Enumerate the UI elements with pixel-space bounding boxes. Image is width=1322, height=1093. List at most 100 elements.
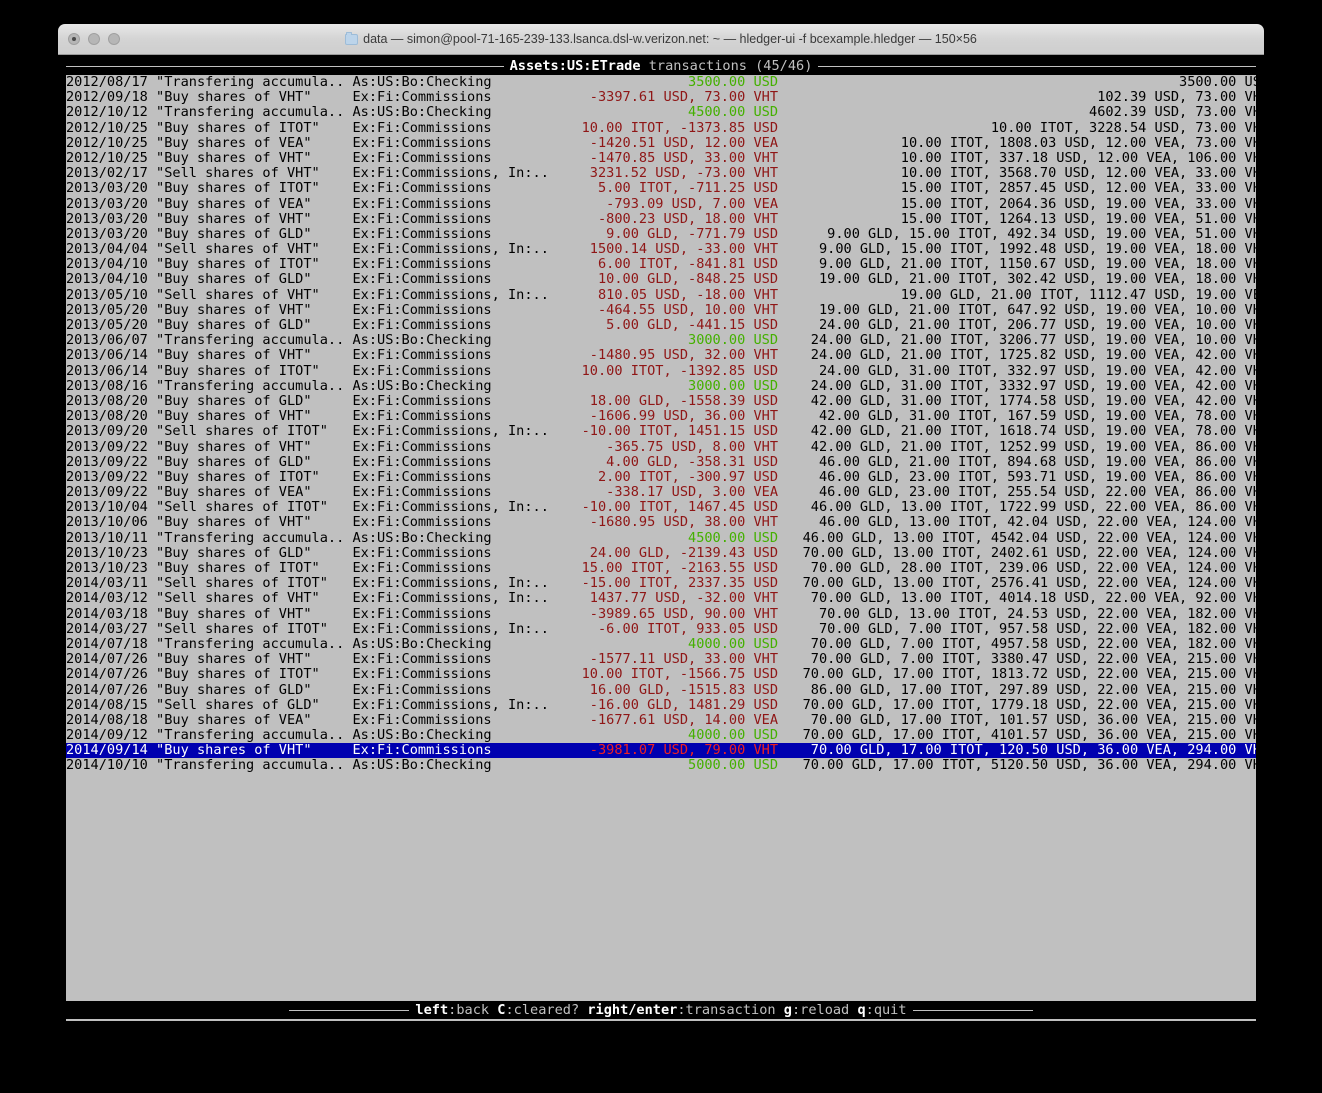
- table-row[interactable]: 2013/02/17 "Sell shares of VHT" Ex:Fi:Co…: [66, 166, 1256, 181]
- table-row[interactable]: 2014/07/26 "Buy shares of ITOT" Ex:Fi:Co…: [66, 667, 1256, 682]
- table-row[interactable]: 2013/06/14 "Buy shares of ITOT" Ex:Fi:Co…: [66, 362, 1256, 379]
- row-account: Ex:Fi:Commissions: [352, 362, 549, 379]
- row-change: -793.09 USD, 7.00 VEA: [548, 195, 779, 212]
- row-date: 2014/03/12: [66, 590, 157, 607]
- status-key[interactable]: right/enter: [587, 1002, 678, 1018]
- row-description: "Buy shares of VEA": [156, 484, 353, 501]
- row-spacer: [778, 439, 786, 455]
- terminal-body[interactable]: Assets:US:ETrade transactions (45/46) 20…: [58, 55, 1264, 1026]
- row-change: -6.00 ITOT, 933.05 USD: [548, 620, 779, 637]
- zoom-button[interactable]: [108, 33, 120, 45]
- row-balance: 42.00 GLD, 21.00 ITOT, 1618.74 USD, 19.0…: [786, 423, 1256, 440]
- row-balance: 24.00 GLD, 31.00 ITOT, 3332.97 USD, 19.0…: [786, 377, 1256, 394]
- row-date: 2014/07/18: [66, 635, 157, 652]
- row-account: Ex:Fi:Commissions: [352, 408, 549, 425]
- window-title-text: data — simon@pool-71-165-239-133.lsanca.…: [363, 32, 977, 46]
- table-row[interactable]: 2012/10/25 "Buy shares of VHT" Ex:Fi:Com…: [66, 150, 1256, 166]
- status-separator: :: [448, 1002, 457, 1018]
- table-row[interactable]: 2013/10/04 "Sell shares of ITOT" Ex:Fi:C…: [66, 500, 1256, 515]
- row-description: "Transfering accumula..: [156, 377, 353, 394]
- row-spacer: [778, 697, 786, 713]
- table-row[interactable]: 2014/08/18 "Buy shares of VEA" Ex:Fi:Com…: [66, 712, 1256, 728]
- minimize-button[interactable]: [88, 33, 100, 45]
- table-row[interactable]: 2012/08/17 "Transfering accumula.. As:US…: [66, 74, 1256, 90]
- table-row[interactable]: 2014/07/18 "Transfering accumula.. As:US…: [66, 635, 1256, 652]
- row-account: Ex:Fi:Commissions, In:..: [352, 241, 549, 258]
- table-row[interactable]: 2013/09/22 "Buy shares of GLD" Ex:Fi:Com…: [66, 454, 1256, 470]
- row-change: -1577.11 USD, 33.00 VHT: [548, 651, 779, 668]
- terminal-window[interactable]: data — simon@pool-71-165-239-133.lsanca.…: [58, 24, 1264, 1026]
- table-row[interactable]: 2013/05/10 "Sell shares of VHT" Ex:Fi:Co…: [66, 286, 1256, 303]
- transactions-list[interactable]: 2012/08/17 "Transfering accumula.. As:US…: [66, 74, 1256, 774]
- row-balance: 70.00 GLD, 28.00 ITOT, 239.06 USD, 22.00…: [786, 560, 1256, 576]
- table-row[interactable]: 2013/04/10 "Buy shares of GLD" Ex:Fi:Com…: [66, 272, 1256, 287]
- row-spacer: [778, 180, 786, 196]
- table-row[interactable]: 2012/09/18 "Buy shares of VHT" Ex:Fi:Com…: [66, 90, 1256, 105]
- table-row[interactable]: 2013/08/16 "Transfering accumula.. As:US…: [66, 377, 1256, 394]
- table-row[interactable]: 2013/10/23 "Buy shares of GLD" Ex:Fi:Com…: [66, 545, 1256, 561]
- table-row[interactable]: 2012/10/25 "Buy shares of ITOT" Ex:Fi:Co…: [66, 119, 1256, 136]
- table-row[interactable]: 2013/09/20 "Sell shares of ITOT" Ex:Fi:C…: [66, 424, 1256, 439]
- row-description: "Buy shares of VHT": [156, 651, 353, 668]
- row-description: "Sell shares of ITOT": [156, 423, 353, 440]
- status-key[interactable]: g: [783, 1002, 792, 1018]
- table-row[interactable]: 2013/03/20 "Buy shares of VEA" Ex:Fi:Com…: [66, 195, 1256, 212]
- row-date: 2013/03/20: [66, 210, 157, 227]
- table-row[interactable]: 2013/04/10 "Buy shares of ITOT" Ex:Fi:Co…: [66, 257, 1256, 272]
- row-balance: 19.00 GLD, 21.00 ITOT, 1112.47 USD, 19.0…: [786, 286, 1256, 303]
- table-row[interactable]: 2013/09/22 "Buy shares of VHT" Ex:Fi:Com…: [66, 439, 1256, 455]
- table-row[interactable]: 2013/08/20 "Buy shares of GLD" Ex:Fi:Com…: [66, 393, 1256, 409]
- status-action: transaction: [685, 1002, 784, 1018]
- row-description: "Buy shares of ITOT": [156, 362, 353, 379]
- table-row[interactable]: 2013/05/20 "Buy shares of VHT" Ex:Fi:Com…: [66, 302, 1256, 318]
- table-row[interactable]: 2014/03/12 "Sell shares of VHT" Ex:Fi:Co…: [66, 591, 1256, 606]
- table-row[interactable]: 2013/10/11 "Transfering accumula.. As:US…: [66, 530, 1256, 546]
- row-description: "Transfering accumula..: [156, 104, 353, 121]
- table-row[interactable]: 2013/06/07 "Transfering accumula.. As:US…: [66, 333, 1256, 348]
- row-account: As:US:Bo:Checking: [352, 757, 549, 774]
- table-row[interactable]: 2014/03/27 "Sell shares of ITOT" Ex:Fi:C…: [66, 620, 1256, 637]
- row-description: "Sell shares of VHT": [156, 286, 353, 303]
- row-spacer: [778, 590, 786, 606]
- status-action: reload: [800, 1002, 858, 1018]
- table-row[interactable]: 2013/03/20 "Buy shares of ITOT" Ex:Fi:Co…: [66, 181, 1256, 196]
- row-balance: 70.00 GLD, 7.00 ITOT, 4957.58 USD, 22.00…: [786, 635, 1256, 652]
- status-key[interactable]: C: [497, 1002, 506, 1018]
- table-row[interactable]: 2013/03/20 "Buy shares of VHT" Ex:Fi:Com…: [66, 210, 1256, 227]
- row-account: Ex:Fi:Commissions: [352, 514, 549, 531]
- table-row[interactable]: 2013/06/14 "Buy shares of VHT" Ex:Fi:Com…: [66, 348, 1256, 363]
- row-balance: 9.00 GLD, 15.00 ITOT, 1992.48 USD, 19.00…: [786, 241, 1256, 258]
- table-row[interactable]: 2014/09/14 "Buy shares of VHT" Ex:Fi:Com…: [66, 743, 1256, 759]
- row-date: 2012/10/25: [66, 134, 157, 151]
- table-row[interactable]: 2013/08/20 "Buy shares of VHT" Ex:Fi:Com…: [66, 409, 1256, 424]
- row-date: 2014/03/18: [66, 605, 157, 622]
- table-row[interactable]: 2013/10/06 "Buy shares of VHT" Ex:Fi:Com…: [66, 515, 1256, 530]
- table-row[interactable]: 2014/07/26 "Buy shares of VHT" Ex:Fi:Com…: [66, 652, 1256, 667]
- row-description: "Buy shares of GLD": [156, 681, 353, 698]
- table-row[interactable]: 2013/05/20 "Buy shares of GLD" Ex:Fi:Com…: [66, 317, 1256, 333]
- table-row[interactable]: 2013/10/23 "Buy shares of ITOT" Ex:Fi:Co…: [66, 560, 1256, 576]
- table-row[interactable]: 2012/10/25 "Buy shares of VEA" Ex:Fi:Com…: [66, 134, 1256, 151]
- table-row[interactable]: 2014/10/10 "Transfering accumula.. As:US…: [66, 758, 1256, 773]
- row-change: 10.00 ITOT, -1373.85 USD: [548, 119, 779, 136]
- row-description: "Buy shares of VHT": [156, 514, 353, 531]
- table-row[interactable]: 2014/09/12 "Transfering accumula.. As:US…: [66, 727, 1256, 743]
- table-row[interactable]: 2014/03/18 "Buy shares of VHT" Ex:Fi:Com…: [66, 605, 1256, 622]
- table-row[interactable]: 2014/03/11 "Sell shares of ITOT" Ex:Fi:C…: [66, 576, 1256, 591]
- table-row[interactable]: 2013/09/22 "Buy shares of ITOT" Ex:Fi:Co…: [66, 468, 1256, 485]
- status-separator: :: [677, 1002, 686, 1018]
- table-row[interactable]: 2012/10/12 "Transfering accumula.. As:US…: [66, 105, 1256, 120]
- table-row[interactable]: 2014/08/15 "Sell shares of GLD" Ex:Fi:Co…: [66, 697, 1256, 713]
- close-button[interactable]: [68, 33, 80, 45]
- table-row[interactable]: 2014/07/26 "Buy shares of GLD" Ex:Fi:Com…: [66, 681, 1256, 698]
- row-description: "Buy shares of ITOT": [156, 468, 353, 485]
- window-controls[interactable]: [68, 24, 120, 54]
- row-change: 1500.14 USD, -33.00 VHT: [548, 241, 779, 258]
- status-key[interactable]: q: [857, 1002, 866, 1018]
- table-row[interactable]: 2013/03/20 "Buy shares of GLD" Ex:Fi:Com…: [66, 226, 1256, 242]
- terminal-screen[interactable]: Assets:US:ETrade transactions (45/46) 20…: [66, 57, 1256, 1021]
- table-row[interactable]: 2013/09/22 "Buy shares of VEA" Ex:Fi:Com…: [66, 484, 1256, 501]
- status-key[interactable]: left: [415, 1002, 449, 1018]
- window-titlebar[interactable]: data — simon@pool-71-165-239-133.lsanca.…: [58, 24, 1264, 55]
- table-row[interactable]: 2013/04/04 "Sell shares of VHT" Ex:Fi:Co…: [66, 241, 1256, 258]
